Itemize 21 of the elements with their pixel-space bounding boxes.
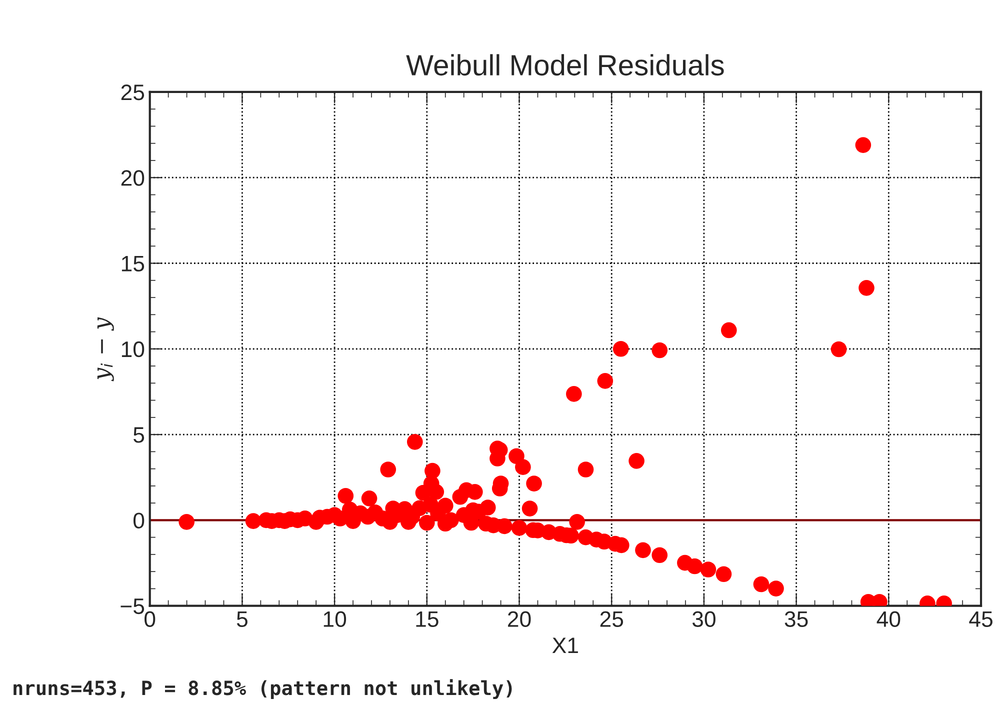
y-tick-label: −5 — [120, 598, 144, 614]
y-axis-title: y$_{i}$ − y — [97, 317, 114, 382]
y-tick-label: 20 — [121, 170, 144, 186]
x-tick-label: 30 — [692, 611, 716, 628]
y-tick-label: 0 — [134, 512, 144, 528]
y-tick-label: 10 — [122, 341, 144, 358]
y-tick-label: 25 — [121, 84, 144, 100]
x-tick-label: 5 — [236, 612, 248, 628]
x-tick-label: 10 — [324, 611, 346, 628]
x-axis-title: X1 — [552, 638, 578, 654]
y-tick-label: 15 — [122, 256, 144, 272]
y-tick-label: 5 — [134, 427, 144, 443]
x-tick-label: 0 — [144, 611, 156, 628]
x-tick-label: 15 — [416, 612, 438, 628]
x-tick-label: 20 — [508, 611, 531, 628]
x-tick-label: 45 — [969, 612, 992, 628]
x-tick-label: 40 — [876, 611, 900, 628]
text: nruns=453, P = 8.85% (pattern not unlikely) — [14, 679, 512, 700]
x-tick-label: 35 — [784, 611, 808, 628]
x-tick-label: 25 — [600, 611, 624, 628]
chart-title: Weibull Model Residuals — [406, 54, 724, 76]
